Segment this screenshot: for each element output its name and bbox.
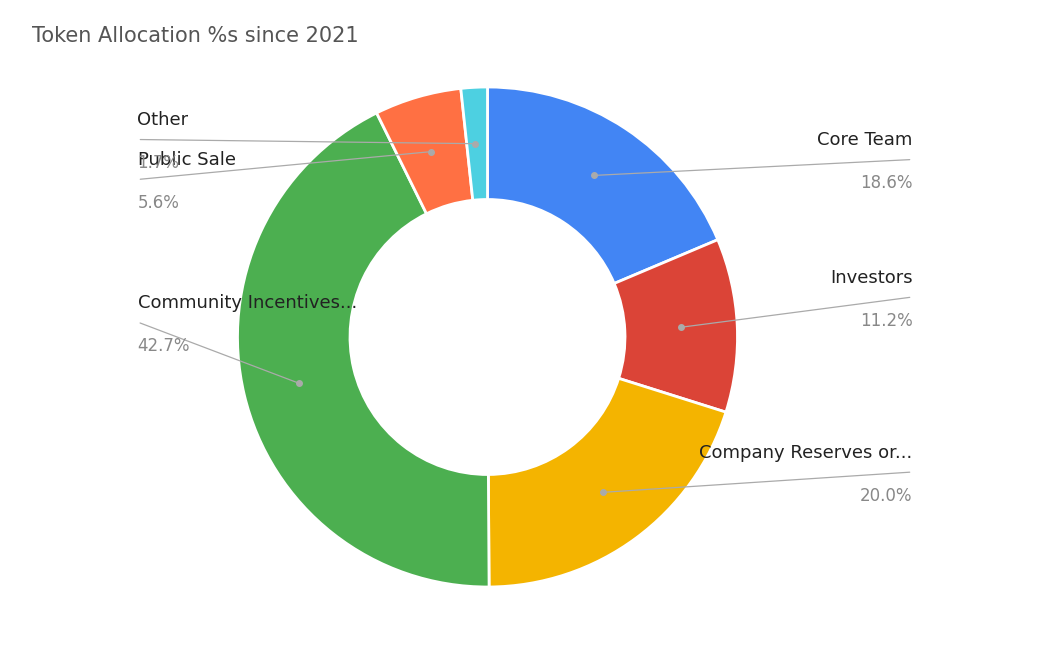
Wedge shape — [461, 87, 487, 201]
Wedge shape — [488, 378, 726, 587]
Text: Token Allocation %s since 2021: Token Allocation %s since 2021 — [32, 26, 358, 46]
Wedge shape — [487, 87, 718, 284]
Wedge shape — [614, 239, 737, 412]
Wedge shape — [377, 88, 472, 214]
Text: 18.6%: 18.6% — [860, 175, 912, 193]
Text: Public Sale: Public Sale — [138, 151, 235, 169]
Text: 5.6%: 5.6% — [138, 195, 180, 212]
Text: Company Reserves or...: Company Reserves or... — [699, 444, 912, 462]
Text: Other: Other — [138, 112, 189, 130]
Text: Core Team: Core Team — [817, 132, 912, 149]
Text: 42.7%: 42.7% — [138, 337, 190, 355]
Text: Community Incentives...: Community Incentives... — [138, 294, 357, 312]
Text: Investors: Investors — [830, 269, 912, 287]
Text: 11.2%: 11.2% — [860, 312, 912, 330]
Text: 20.0%: 20.0% — [860, 487, 912, 505]
Text: 1.7%: 1.7% — [138, 154, 180, 173]
Wedge shape — [237, 113, 489, 587]
